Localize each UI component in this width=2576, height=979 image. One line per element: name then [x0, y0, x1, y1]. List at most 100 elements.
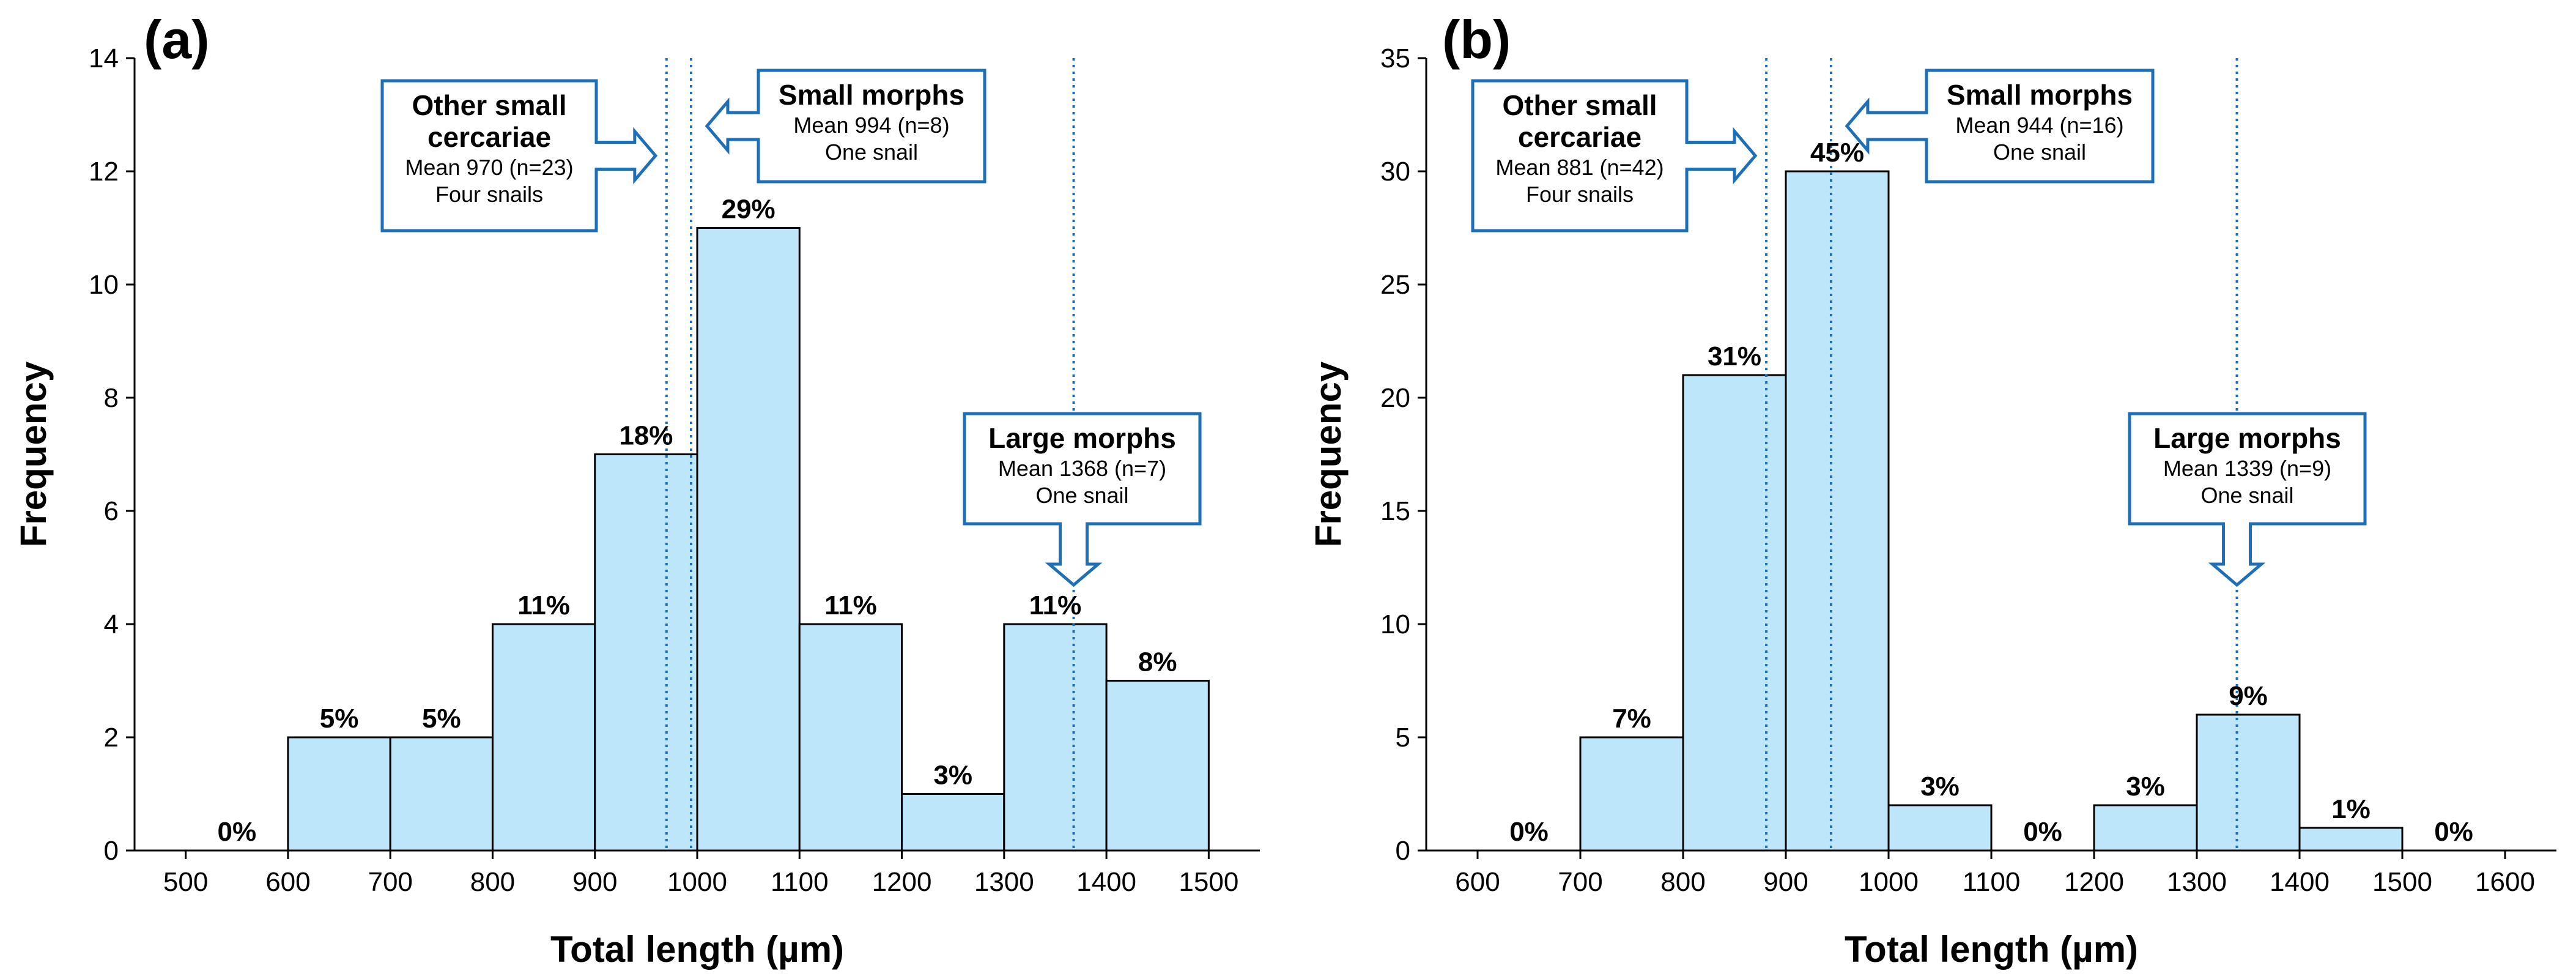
y-tick-label: 5 [1396, 723, 1410, 753]
bar-percent-label: 8% [1138, 647, 1177, 677]
callout-title: Large morphs [2153, 422, 2341, 454]
x-tick-label: 600 [1455, 867, 1500, 897]
callout-title: cercariae [427, 121, 551, 153]
histogram-bar [594, 453, 698, 852]
bar-percent-label: 5% [320, 704, 359, 734]
x-tick-label: 1400 [2270, 867, 2330, 897]
callout-text: Mean 1339 (n=9) [2163, 456, 2331, 481]
y-tick-label: 25 [1380, 270, 1410, 300]
x-tick-label: 1300 [974, 867, 1034, 897]
x-tick-label: 800 [470, 867, 515, 897]
bar-percent-label: 11% [1029, 590, 1082, 620]
callout-title: cercariae [1518, 121, 1641, 153]
y-axis-title: Frequency [13, 361, 54, 547]
x-tick-label: 1500 [1179, 867, 1238, 897]
y-tick-label: 12 [89, 157, 119, 187]
x-tick-label: 500 [163, 867, 208, 897]
bar-percent-label: 0% [2434, 817, 2473, 847]
callout-box [963, 412, 1202, 587]
callout-text: One snail [2200, 483, 2293, 508]
y-tick-label: 0 [104, 836, 119, 866]
bar-percent-label: 1% [2331, 794, 2371, 824]
x-tick-label: 900 [1763, 867, 1808, 897]
histogram-bar [1887, 804, 1993, 852]
callout-title: Small morphs [779, 79, 964, 111]
histogram-bar [287, 736, 391, 852]
x-tick-label: 1400 [1076, 867, 1136, 897]
x-tick-label: 1300 [2167, 867, 2227, 897]
callout-text: Mean 994 (n=8) [793, 113, 949, 138]
callout-text: One snail [825, 140, 918, 165]
histogram-bar [1105, 680, 1210, 852]
callout-text: One snail [1993, 140, 2086, 165]
x-tick-label: 1200 [872, 867, 932, 897]
bar-percent-label: 18% [619, 421, 673, 451]
histogram-bar [2298, 827, 2404, 852]
x-tick-label: 1500 [2372, 867, 2432, 897]
bar-percent-label: 3% [933, 761, 972, 791]
bar-percent-label: 31% [1708, 341, 1761, 371]
bar-percent-label: 9% [2229, 681, 2268, 711]
histogram-bar [1785, 170, 1890, 852]
histogram-bar [901, 793, 1005, 852]
histogram-bar [491, 623, 596, 852]
y-tick-label: 0 [1396, 836, 1410, 866]
bar-percent-label: 0% [1509, 817, 1549, 847]
callout-box [380, 79, 658, 233]
x-tick-label: 600 [265, 867, 310, 897]
histogram-bar [1003, 623, 1108, 852]
callout-text: One snail [1035, 483, 1128, 508]
y-tick-label: 4 [104, 609, 119, 639]
x-axis-title: Total length (µm) [550, 929, 844, 970]
bar-percent-label: 45% [1810, 138, 1864, 168]
y-tick-label: 20 [1380, 383, 1410, 413]
x-tick-label: 1100 [1963, 867, 2021, 897]
bar-percent-label: 0% [2023, 817, 2062, 847]
y-tick-label: 6 [104, 496, 119, 526]
callout-text: Mean 970 (n=23) [405, 155, 573, 180]
histogram-bar [389, 736, 494, 852]
chart-panel-b: 0% 7% 31% 45% 3% 0% 3% 9% 1% 0% 0 5 10 15 20 25 30 35 600 7… [1308, 9, 2556, 970]
x-tick-label: 700 [368, 867, 412, 897]
bar-percent-label: 3% [2126, 772, 2165, 802]
x-tick-label: 1200 [2064, 867, 2124, 897]
x-tick-label: 700 [1558, 867, 1602, 897]
callout-title: Other small [412, 89, 566, 121]
y-tick-label: 2 [104, 723, 119, 753]
callout-title: Small morphs [1947, 79, 2133, 111]
callout-box [1845, 69, 2155, 184]
histogram-bar [2093, 804, 2198, 852]
panel-label: (a) [144, 9, 210, 70]
y-tick-label: 10 [89, 270, 119, 300]
histogram-bar [696, 227, 801, 852]
x-axis-title: Total length (µm) [1845, 929, 2138, 970]
x-tick-label: 1000 [667, 867, 727, 897]
y-axis-title: Frequency [1308, 361, 1349, 547]
callout-title: Large morphs [988, 422, 1176, 454]
callout-box [1471, 79, 1758, 233]
x-tick-label: 800 [1660, 867, 1705, 897]
y-tick-label: 30 [1380, 157, 1410, 187]
x-tick-label: 1000 [1859, 867, 1919, 897]
bar-percent-label: 5% [422, 704, 461, 734]
x-tick-label: 1600 [2475, 867, 2535, 897]
callout-text: Four snails [1526, 182, 1634, 207]
panel-label: (b) [1442, 9, 1511, 70]
bar-percent-label: 11% [517, 590, 570, 620]
y-tick-label: 8 [104, 383, 119, 413]
histogram-bar [798, 623, 903, 852]
callout-text: Four snails [435, 182, 543, 207]
histogram-bar [1682, 374, 1787, 852]
callout-title: Other small [1502, 89, 1657, 121]
y-tick-label: 10 [1380, 609, 1410, 639]
x-tick-label: 1100 [771, 867, 829, 897]
bar-percent-label: 11% [824, 590, 877, 620]
bar-percent-label: 0% [217, 817, 256, 847]
y-tick-label: 35 [1380, 43, 1410, 73]
